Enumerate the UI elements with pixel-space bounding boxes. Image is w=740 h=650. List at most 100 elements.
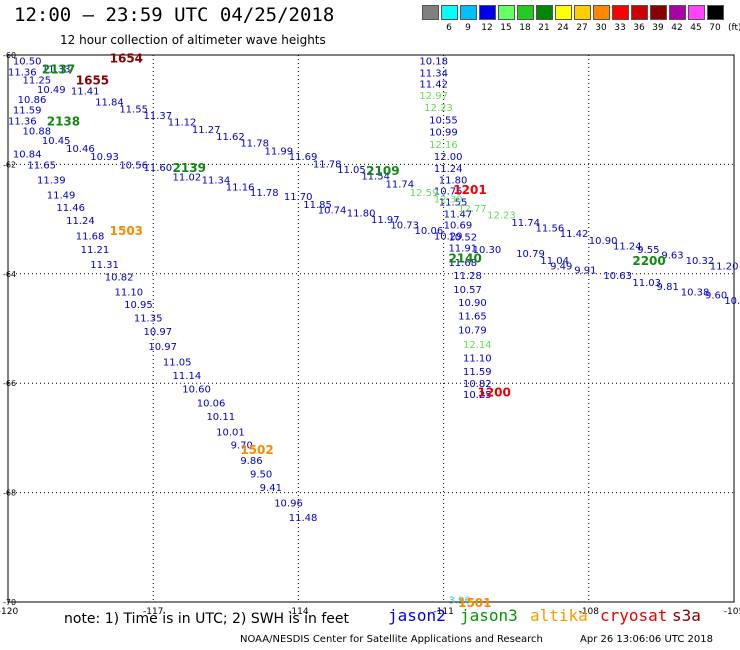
legend-swatch-label: 30 xyxy=(595,23,607,33)
wave-height-value: 12.23 xyxy=(487,211,516,222)
wave-height-value: 10.06 xyxy=(197,398,226,409)
wave-height-value: 11.60 xyxy=(144,163,173,174)
legend-swatch xyxy=(688,5,705,20)
wave-height-value: 10.90 xyxy=(589,236,618,247)
legend-swatch-label: 42 xyxy=(671,23,683,33)
legend-swatch xyxy=(517,5,534,20)
wave-height-value: 11.84 xyxy=(95,97,124,108)
wave-height-value: 11.70 xyxy=(284,192,313,203)
wave-height-value: 11.28 xyxy=(453,271,482,282)
footer-timestamp: Apr 26 13:06:06 UTC 2018 xyxy=(580,634,713,645)
latitude-tick-label: -66 xyxy=(3,379,16,388)
wave-height-value: 11.55 xyxy=(439,198,468,209)
wave-height-value: 11.42 xyxy=(560,229,589,240)
legend-swatch xyxy=(422,5,439,20)
wave-height-value: 11.59 xyxy=(463,367,492,378)
wave-height-value: 10.25 xyxy=(463,390,492,401)
wave-height-value: 12.00 xyxy=(434,152,463,163)
wave-height-value: 12.30 xyxy=(434,194,463,205)
wave-height-value: 10.69 xyxy=(444,221,473,232)
latitude-tick-label: -60 xyxy=(3,51,16,60)
legend-swatch xyxy=(441,5,458,20)
legend-swatch-label: 39 xyxy=(652,23,664,33)
wave-height-value: 10.18 xyxy=(419,56,448,67)
wave-height-value: 11.33 xyxy=(42,65,71,76)
wave-height-value: 11.47 xyxy=(444,210,473,221)
wave-height-value: 10.06 xyxy=(415,226,444,237)
satellite-name: jason3 xyxy=(460,606,518,625)
wave-height-value: 10.30 xyxy=(473,245,502,256)
wave-height-value: 11.34 xyxy=(419,69,448,80)
wave-height-value: 11.69 xyxy=(289,152,318,163)
wave-height-value: 12.59 xyxy=(410,188,439,199)
pass-time-label: 1502 xyxy=(240,443,273,457)
wave-height-value: 11.46 xyxy=(56,203,85,214)
wave-height-value: 12.16 xyxy=(429,140,458,151)
wave-height-value: 11.39 xyxy=(37,176,66,187)
wave-height-value: 12.14 xyxy=(463,340,492,351)
wave-height-value: 9.81 xyxy=(657,282,679,293)
legend-swatch-label: 45 xyxy=(690,23,702,33)
wave-height-value: 11.12 xyxy=(168,118,197,129)
wave-height-value: 12.77 xyxy=(458,204,487,215)
wave-height-value: 10.97 xyxy=(144,327,173,338)
wave-height-value: 11.14 xyxy=(173,371,202,382)
wave-height-value: 10.74 xyxy=(318,205,347,216)
wave-height-value: 11.78 xyxy=(250,188,279,199)
wave-height-value: 10.86 xyxy=(18,95,47,106)
wave-height-value: 3.96 xyxy=(448,595,470,606)
wave-height-value: 10.90 xyxy=(458,298,487,309)
longitude-tick-label: -120 xyxy=(0,607,18,617)
legend-swatch-label: 9 xyxy=(465,23,471,33)
legend-swatch xyxy=(707,5,724,20)
wave-height-value: 11.56 xyxy=(536,223,565,234)
satellite-name: s3a xyxy=(672,606,701,625)
pass-time-label: 2109 xyxy=(366,164,399,178)
legend-swatch-label: 12 xyxy=(481,23,493,33)
wave-height-value: 11.97 xyxy=(371,215,400,226)
wave-height-value: 10.88 xyxy=(23,126,52,137)
wave-height-value: 9.63 xyxy=(661,251,683,262)
wave-height-value: 10.29 xyxy=(434,232,463,243)
pass-time-label: 1654 xyxy=(110,52,143,66)
wave-height-value: 11.03 xyxy=(632,278,661,289)
wave-height-value: 9.41 xyxy=(260,483,282,494)
wave-height-value: 10.79 xyxy=(458,326,487,337)
wave-height-value: 10.56 xyxy=(119,160,148,171)
legend-swatch xyxy=(593,5,610,20)
wave-height-value: 10.63 xyxy=(603,271,632,282)
legend-swatch-label: 24 xyxy=(557,23,569,33)
pass-time-label: 2137 xyxy=(42,63,75,77)
wave-height-value: 10.82 xyxy=(463,379,492,390)
wave-height-value: 9.55 xyxy=(637,245,659,256)
wave-height-value: 11.62 xyxy=(216,132,245,143)
wave-height-value: 11.80 xyxy=(439,176,468,187)
wave-height-value: 11.10 xyxy=(463,353,492,364)
latitude-tick-label: -62 xyxy=(3,160,16,169)
wave-height-value: 10.95 xyxy=(124,300,153,311)
wave-height-value: 9.49 xyxy=(550,262,572,273)
wave-height-value: 11.85 xyxy=(303,200,332,211)
footer-note: note: 1) Time is in UTC; 2) SWH is in fe… xyxy=(64,611,350,627)
wave-height-value: 11.36 xyxy=(8,117,37,128)
wave-height-value: 11.42 xyxy=(419,79,448,90)
wave-height-value: 11.48 xyxy=(289,513,318,524)
legend-swatch xyxy=(574,5,591,20)
legend-swatch xyxy=(669,5,686,20)
wave-height-value: 11.78 xyxy=(240,139,269,150)
wave-height-value: 11.37 xyxy=(144,111,173,122)
wave-height-value: 10.38 xyxy=(681,287,710,298)
wave-height-value: 10.73 xyxy=(390,221,419,232)
wave-height-value: 11.49 xyxy=(47,190,76,201)
satellite-name: altika xyxy=(530,606,588,625)
legend-swatch-label: 36 xyxy=(633,23,645,33)
legend-swatch-label: 27 xyxy=(576,23,588,33)
wave-height-value: 11.36 xyxy=(8,67,37,78)
pass-time-label: 1655 xyxy=(76,74,109,88)
wave-height-value: 11.24 xyxy=(613,241,642,252)
wave-height-value: 11.31 xyxy=(90,260,119,271)
wave-height-value: 11.65 xyxy=(458,311,487,322)
wave-height-value: 11.74 xyxy=(511,218,540,229)
wave-height-value: 10.01 xyxy=(216,427,245,438)
legend-swatch-label: 18 xyxy=(519,23,531,33)
